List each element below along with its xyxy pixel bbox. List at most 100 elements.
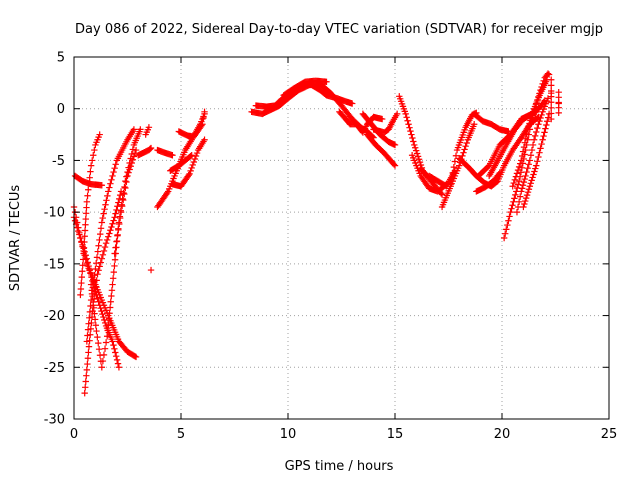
data-point xyxy=(81,227,89,234)
data-point xyxy=(112,210,119,217)
data-point xyxy=(83,198,91,205)
data-point xyxy=(542,125,549,132)
data-point xyxy=(526,183,534,190)
data-point xyxy=(78,279,85,287)
data-point xyxy=(412,144,419,151)
data-point xyxy=(80,244,88,251)
x-tick-label: 10 xyxy=(280,427,297,442)
data-point xyxy=(71,217,79,224)
data-point xyxy=(527,180,534,187)
data-point xyxy=(113,206,120,214)
data-point xyxy=(77,291,84,299)
data-point xyxy=(114,360,122,367)
chart-title: Day 086 of 2022, Sidereal Day-to-day VTE… xyxy=(75,22,603,37)
data-point xyxy=(448,175,455,182)
data-point xyxy=(536,117,543,125)
data-point xyxy=(518,188,525,195)
data-point xyxy=(422,171,430,179)
data-point xyxy=(532,165,539,172)
data-point xyxy=(84,355,92,362)
data-point xyxy=(87,302,94,310)
data-point xyxy=(79,268,86,275)
data-point xyxy=(77,234,84,242)
data-point xyxy=(81,238,88,246)
data-point xyxy=(535,121,542,128)
data-point xyxy=(83,372,90,379)
data-point xyxy=(97,304,104,312)
data-point xyxy=(76,231,83,238)
data-point xyxy=(98,255,106,262)
data-point xyxy=(520,143,528,151)
data-point xyxy=(530,171,537,178)
data-point xyxy=(131,353,139,360)
data-point xyxy=(548,104,555,112)
data-point xyxy=(452,152,460,159)
data-point xyxy=(198,122,205,129)
data-point xyxy=(98,307,105,315)
data-point xyxy=(129,146,137,153)
data-point xyxy=(92,265,99,273)
data-point xyxy=(85,262,92,270)
data-point xyxy=(78,273,85,281)
data-point xyxy=(391,141,399,149)
data-point xyxy=(85,186,92,193)
data-point xyxy=(88,287,95,294)
data-point xyxy=(147,266,155,274)
data-point xyxy=(147,144,155,152)
data-point xyxy=(124,172,131,180)
data-point xyxy=(145,124,153,131)
data-point xyxy=(90,152,97,159)
data-point xyxy=(106,230,113,237)
data-point xyxy=(102,239,110,247)
data-point xyxy=(515,198,523,205)
data-point xyxy=(496,169,504,177)
data-point xyxy=(509,202,516,209)
data-point xyxy=(423,172,431,180)
data-point xyxy=(449,169,456,177)
y-axis-label: SDTVAR / TECUs xyxy=(8,185,23,292)
data-point xyxy=(518,164,526,172)
data-point xyxy=(108,287,116,294)
data-point xyxy=(456,162,463,169)
data-point xyxy=(85,349,92,356)
data-point xyxy=(540,132,547,140)
data-point xyxy=(538,140,545,148)
data-point xyxy=(192,152,200,160)
data-point xyxy=(111,250,118,257)
data-point xyxy=(86,314,93,321)
data-point xyxy=(83,255,91,262)
data-point xyxy=(114,232,121,239)
data-point xyxy=(85,320,92,327)
data-point xyxy=(91,146,98,154)
data-point xyxy=(527,152,535,159)
data-point xyxy=(130,126,138,133)
data-point xyxy=(96,263,103,270)
data-point xyxy=(523,130,530,138)
data-point xyxy=(519,182,527,189)
data-point xyxy=(511,195,518,202)
data-point xyxy=(521,139,529,146)
data-point xyxy=(83,204,90,211)
data-point xyxy=(201,108,208,116)
data-point xyxy=(450,163,458,171)
data-point xyxy=(112,161,119,168)
data-point xyxy=(527,117,534,124)
data-point xyxy=(502,230,509,237)
data-point xyxy=(97,225,105,232)
data-point xyxy=(101,243,109,251)
data-point xyxy=(127,163,134,170)
data-point xyxy=(528,146,536,154)
data-point xyxy=(109,275,117,282)
data-point xyxy=(514,166,522,174)
data-point xyxy=(505,217,512,224)
data-point xyxy=(531,132,539,140)
data-point xyxy=(120,196,127,204)
data-point xyxy=(413,150,421,157)
data-point xyxy=(121,190,128,198)
x-tick-label: 25 xyxy=(601,427,618,442)
data-point xyxy=(520,178,528,186)
data-point xyxy=(503,226,510,233)
data-point xyxy=(510,198,517,205)
data-point xyxy=(99,251,107,259)
data-point xyxy=(101,316,108,324)
